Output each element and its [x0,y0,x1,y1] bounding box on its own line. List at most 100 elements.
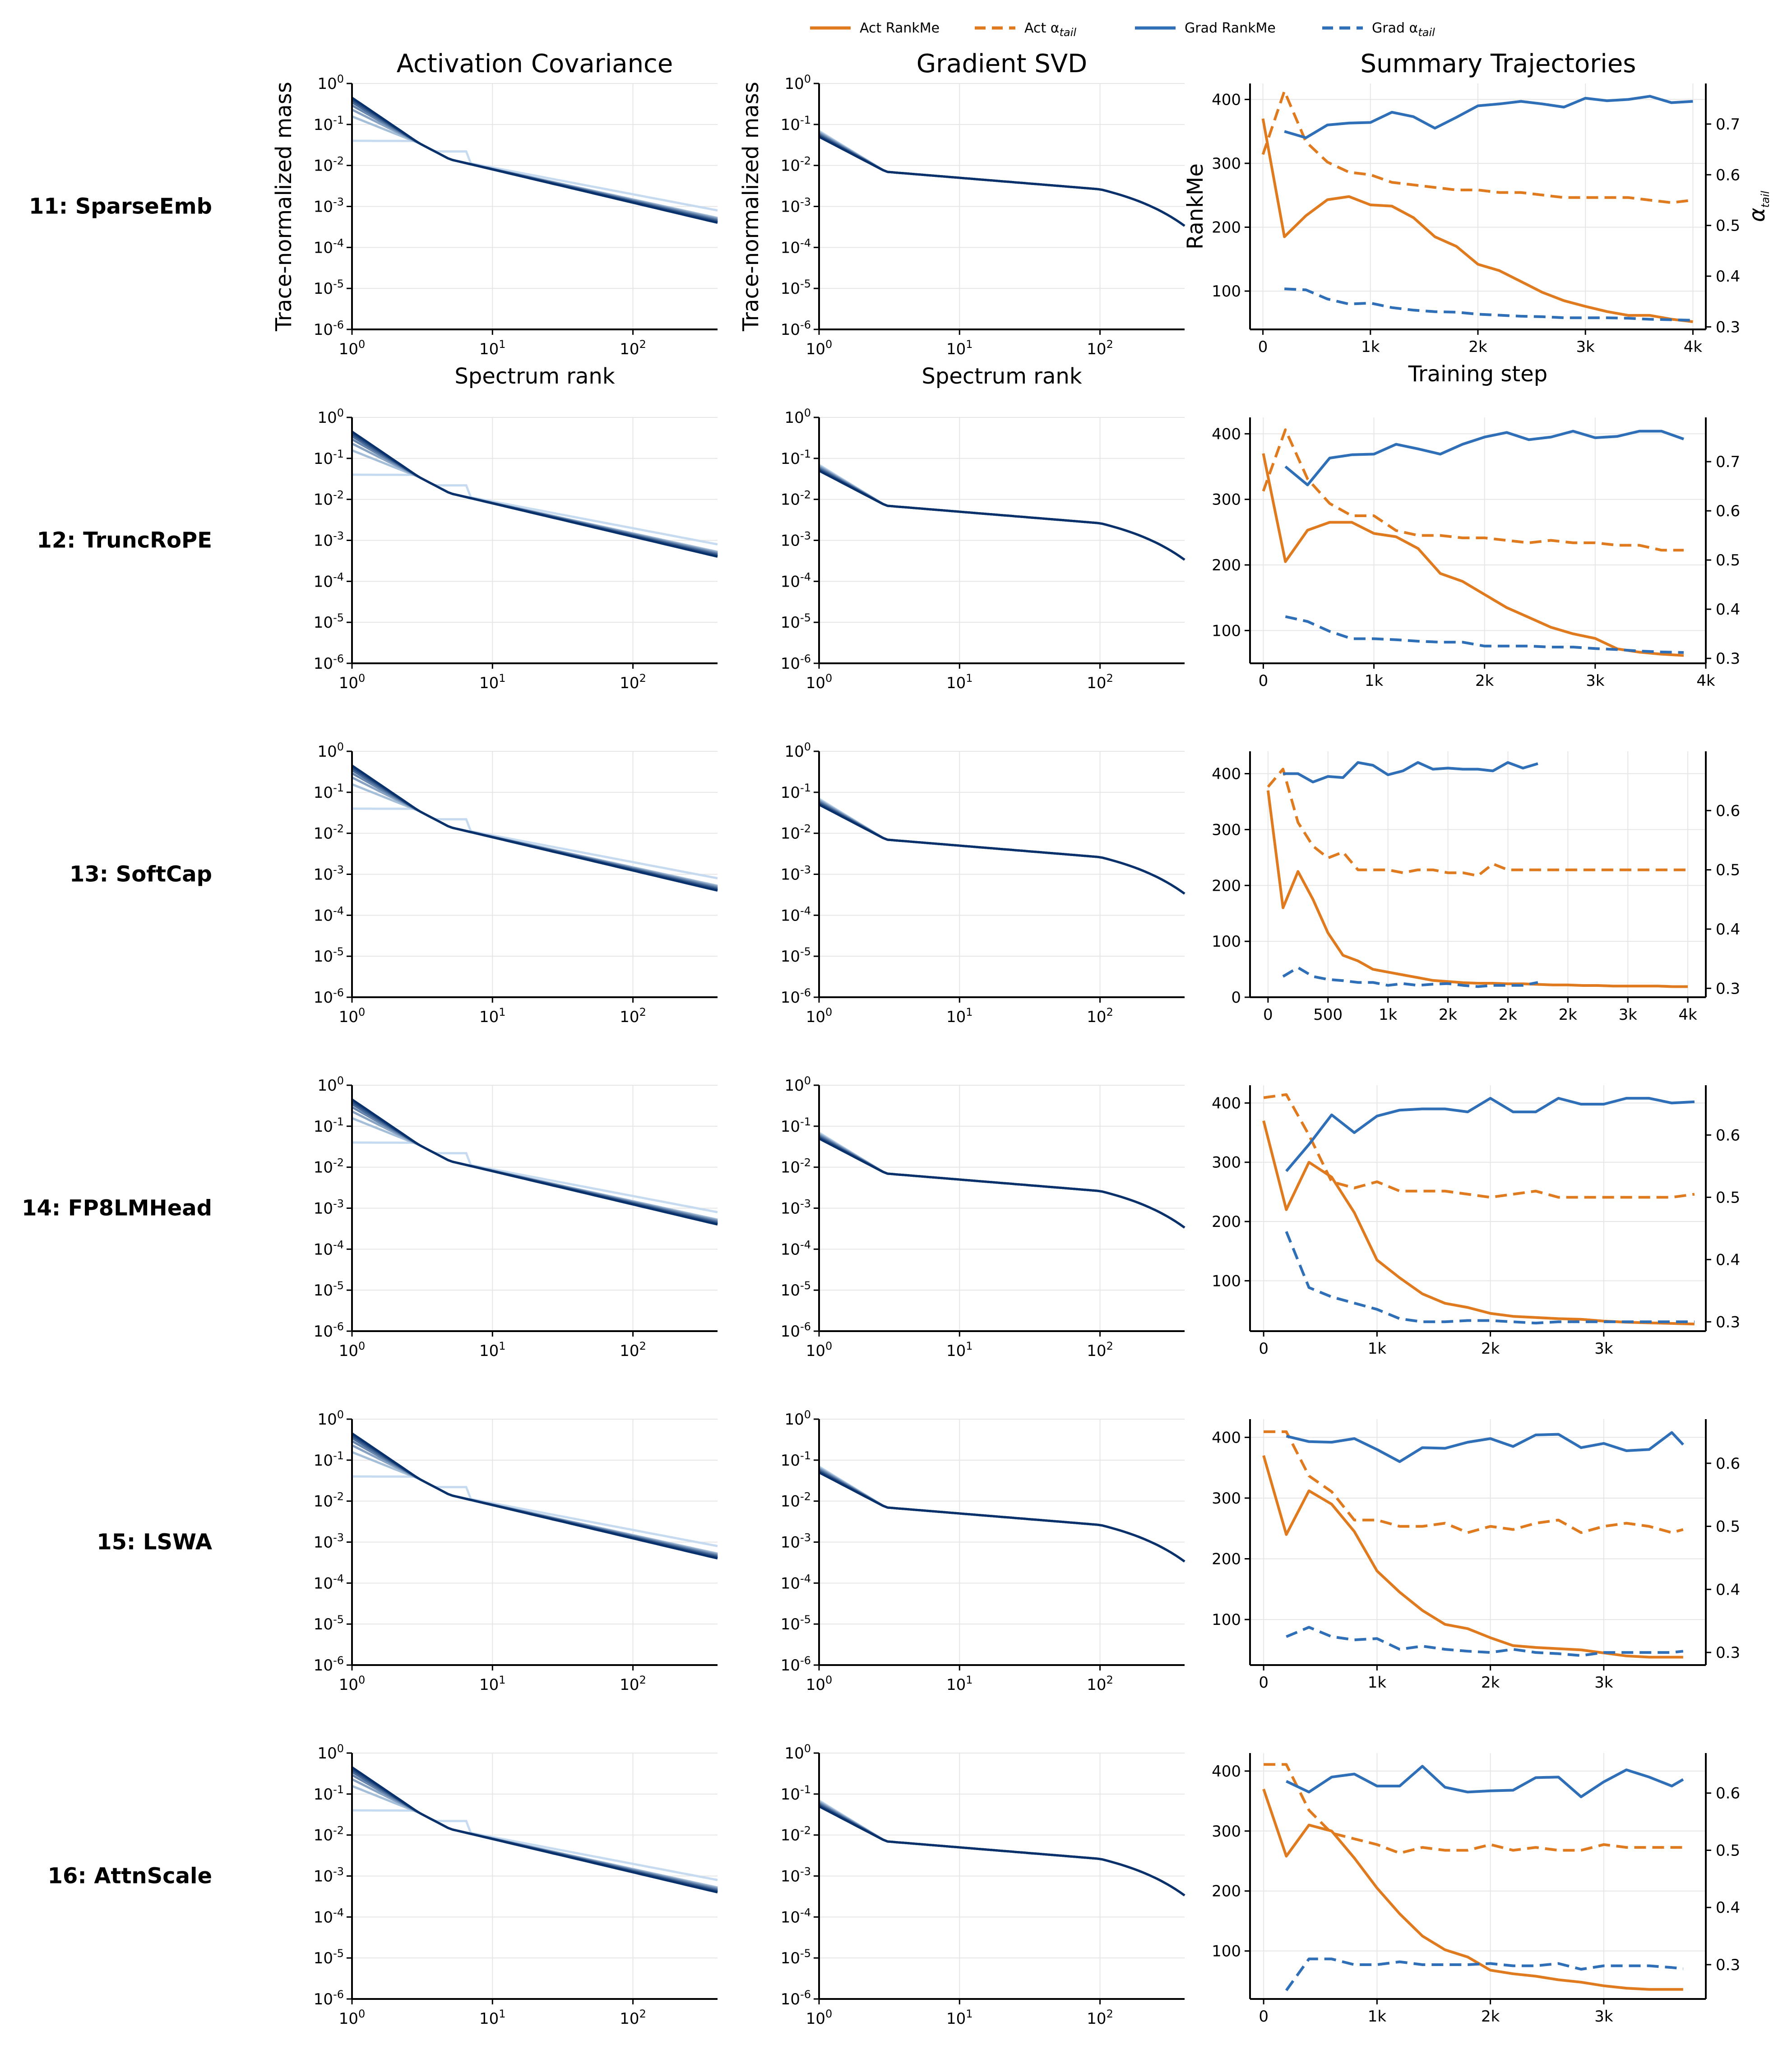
y-tick-label: 10-2 [314,823,344,843]
y2-tick-label: 0.3 [1716,1313,1740,1331]
y2-tick-label: 0.4 [1716,1251,1740,1269]
x-tick-label: 2k [1481,1340,1500,1358]
y2-tick-label: 0.3 [1716,1644,1740,1662]
y2-tick-label: 0.6 [1716,802,1740,820]
y-tick-label: 400 [1212,91,1241,109]
x-tick-label: 101 [479,1340,506,1360]
series-grad-tail [1285,1957,1684,1991]
x-tick-label: 102 [1087,2008,1113,2028]
x-tick-label: 0 [1258,338,1268,356]
column-title-activation: Activation Covariance [397,49,673,79]
y-tick-label: 10-5 [781,1613,811,1633]
y-tick-label: 100 [1212,622,1241,640]
y-tick-label: 10-3 [314,196,344,216]
legend-label-act-alpha: Act αtail [1024,20,1076,39]
series-act-rankme [1261,118,1693,323]
gradient-spectrum-curve [818,1471,1185,1563]
y-tick-label: 100 [1212,1272,1241,1290]
activation-panel-14: 10-6 10-5 10-4 10-3 10-2 10-1 100 100 101 102 [314,1074,718,1360]
y2-tick-label: 0.5 [1716,551,1740,569]
y-tick-label: 10-3 [781,1531,811,1552]
y-tick-label: 200 [1212,1213,1241,1231]
y2-axis-label: αtail [1745,191,1772,222]
x-tick-label: 0 [1259,1674,1269,1692]
y-tick-label: 100 [317,740,344,761]
y-tick-label: 100 [1212,1611,1241,1629]
activation-panel-13: 10-6 10-5 10-4 10-3 10-2 10-1 100 100 101 102 [314,740,718,1026]
y-tick-label: 200 [1212,1883,1241,1901]
gradient-spectrum-curve [818,135,1185,227]
y-tick-label: 10-3 [314,1531,344,1552]
x-tick-label: 3k [1619,1006,1638,1024]
activation-panel-16: 10-6 10-5 10-4 10-3 10-2 10-1 100 100 101 102 [314,1742,718,2028]
y-tick-label: 10-2 [781,1157,811,1177]
y2-tick-label: 0.6 [1716,1785,1740,1803]
y2-tick-label: 0.3 [1716,1956,1740,1974]
series-grad-rankme [1286,1431,1684,1463]
y-tick-label: 10-2 [314,1157,344,1177]
x-tick-label: 3k [1594,1340,1613,1358]
x-tick-label: 2k [1475,672,1494,690]
series-grad-tail [1285,615,1684,654]
series-grad-tail [1284,287,1693,322]
y-tick-label: 10-6 [314,652,344,673]
x-tick-label: 102 [620,1006,646,1026]
x-tick-label: 102 [620,338,646,358]
x-tick-label: 2k [1481,2008,1500,2026]
x-tick-label: 101 [479,1006,506,1026]
y-tick-label: 10-2 [781,1824,811,1845]
y2-tick-label: 0.4 [1716,1899,1740,1917]
y-tick-label: 10-2 [314,1490,344,1511]
activation-panel-15: 10-6 10-5 10-4 10-3 10-2 10-1 100 100 101 102 [314,1408,718,1694]
column-title-gradient: Gradient SVD [917,49,1088,79]
series-grad-rankme [1283,761,1538,784]
x-tick-label: 101 [946,1006,973,1026]
x-tick-label: 101 [946,2008,973,2028]
x-tick-label: 101 [946,672,973,692]
x-tick-label: 101 [946,338,973,358]
x-tick-label: 500 [1313,1006,1343,1024]
y-tick-label: 10-2 [314,1824,344,1845]
y-tick-label: 10-2 [314,155,344,175]
x-tick-label: 101 [946,1674,973,1694]
y-tick-label: 10-1 [314,1449,344,1470]
x-tick-label: 101 [479,338,506,358]
x-tick-label: 101 [479,672,506,692]
x-tick-label: 4k [1678,1006,1697,1024]
y-tick-label: 10-6 [781,986,811,1007]
y-tick-label: 100 [784,1408,811,1429]
activation-spectrum-curve [351,1432,718,1560]
y-tick-label: 100 [317,73,344,93]
series-grad-rankme [1284,95,1693,139]
summary-panel-11: 100 200 300 400 0.3 0.4 0.5 0.6 0.7 0 1k 2k 3k 4k Rank… [1183,83,1772,387]
y-tick-label: 10-6 [314,1320,344,1341]
gradient-panel-12: 10-6 10-5 10-4 10-3 10-2 10-1 100 100 101 102 [781,407,1185,692]
y-tick-label: 10-6 [781,652,811,673]
y-tick-label: 10-1 [314,1115,344,1136]
gradient-spectrum-curve [818,1137,1185,1229]
summary-panel-14: 100 200 300 400 0.3 0.4 0.5 0.6 0 1k 2k 3k [1212,1085,1740,1358]
y2-tick-label: 0.6 [1716,502,1740,520]
y-tick-label: 10-5 [781,611,811,632]
y-tick-label: 10-2 [781,489,811,509]
row-label-16: 16: AttnScale [48,1864,212,1889]
x-tick-label: 102 [1087,1340,1113,1360]
summary-panel-16: 100 200 300 400 0.3 0.4 0.5 0.6 0 1k 2k 3k [1212,1753,1740,2026]
series-act-rankme [1262,453,1684,657]
y-tick-label: 200 [1212,1550,1241,1568]
x-tick-label: 100 [339,1006,366,1026]
y-tick-label: 10-5 [314,1947,344,1967]
activation-spectrum-curve [351,1766,718,1894]
legend-label-act-rankme: Act RankMe [860,20,940,36]
y2-tick-label: 0.5 [1716,861,1740,879]
gradient-panel-14: 10-6 10-5 10-4 10-3 10-2 10-1 100 100 101 102 [781,1074,1185,1360]
y2-tick-label: 0.4 [1716,1581,1740,1599]
y2-tick-label: 0.4 [1716,268,1740,286]
y-tick-label: 10-3 [314,1198,344,1218]
x-tick-label: 1k [1368,2008,1387,2026]
series-act-rankme [1262,1455,1683,1659]
y2-tick-label: 0.3 [1716,318,1740,336]
x-tick-label: 101 [946,1340,973,1360]
activation-panel-12: 10-6 10-5 10-4 10-3 10-2 10-1 100 100 101 102 [314,407,718,692]
y-tick-label: 10-5 [781,278,811,298]
